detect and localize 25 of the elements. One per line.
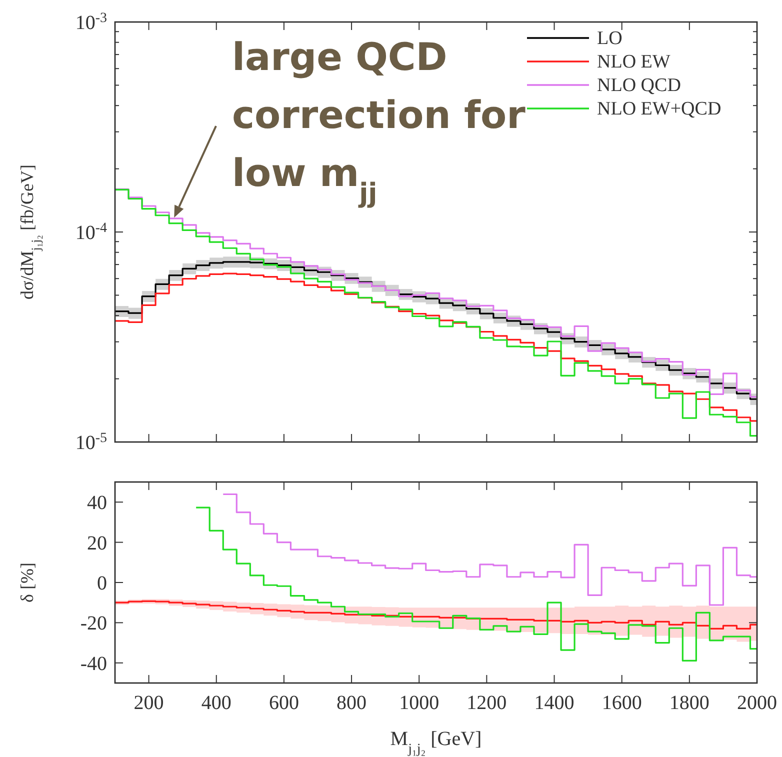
- x-tick-label: 1200: [466, 692, 507, 714]
- x-tick-label: 1600: [602, 692, 642, 714]
- y-tick-label: 10$^{-5}$: [75, 430, 107, 454]
- legend-label: NLO QCD: [597, 75, 681, 96]
- y-tick-label: -20: [80, 612, 107, 635]
- legend-label: LO: [597, 28, 622, 49]
- x-tick-label: 200: [134, 692, 164, 714]
- x-tick-label: 600: [268, 692, 299, 714]
- y-tick-label: 20: [87, 532, 107, 554]
- legend-label: NLO EW+QCD: [597, 98, 722, 120]
- x-tick-label: 800: [336, 692, 367, 714]
- y-tick-label: 10$^{-4}$: [75, 220, 107, 244]
- x-tick-label: 400: [201, 692, 232, 714]
- y-tick-label: 40: [87, 492, 107, 514]
- x-tick-label: 1000: [399, 692, 440, 714]
- y-tick-label: -40: [80, 652, 107, 675]
- y-tick-label: 10$^{-3}$: [75, 10, 107, 34]
- annotation: large QCD correction for low m$_{jj}$: [232, 35, 526, 208]
- x-axis-title: M$_{j₁j₂}$ [GeV]: [390, 728, 482, 756]
- x-tick-label: 1400: [534, 692, 574, 714]
- y-axis-title: δ [%]: [17, 562, 37, 602]
- x-tick-label: 2000: [737, 692, 777, 714]
- x-tick-label: 1800: [669, 692, 710, 714]
- legend-label: NLO EW: [597, 52, 670, 72]
- y-tick-label: 0: [97, 572, 107, 594]
